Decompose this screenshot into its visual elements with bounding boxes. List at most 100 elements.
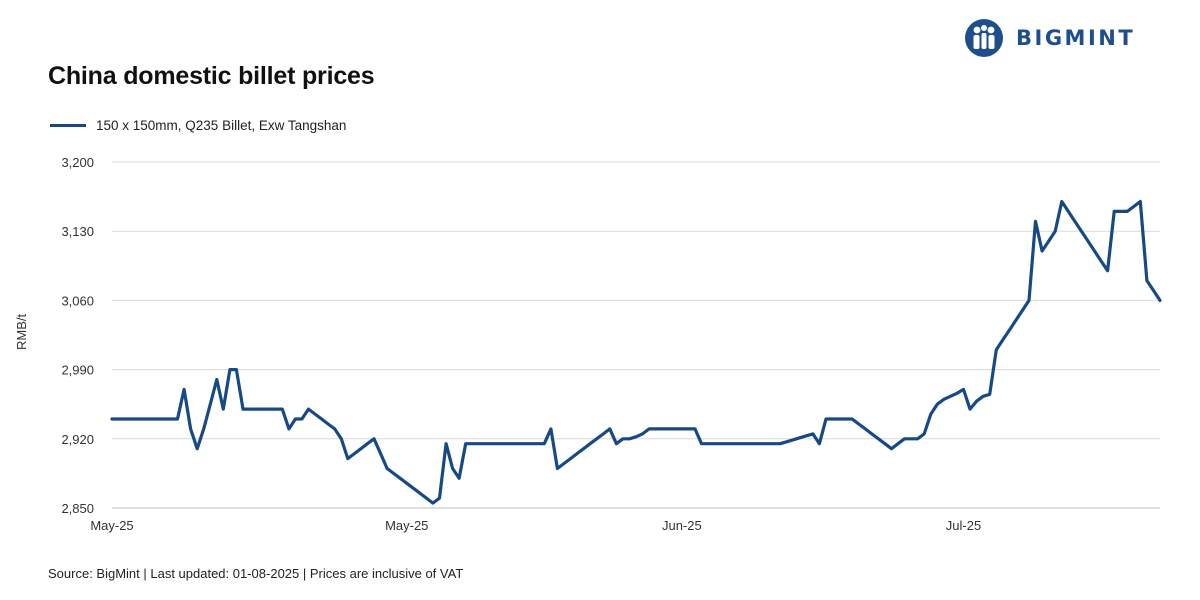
data-point: [805, 435, 807, 437]
data-point: [1021, 309, 1023, 311]
data-point: [288, 428, 290, 430]
data-point: [471, 443, 473, 445]
data-point: [222, 408, 224, 410]
data-point: [779, 443, 781, 445]
data-point: [314, 413, 316, 415]
data-point: [261, 408, 263, 410]
data-point: [1054, 230, 1056, 232]
data-point: [700, 443, 702, 445]
data-point: [497, 443, 499, 445]
data-point: [491, 443, 493, 445]
bigmint-logo-icon: [965, 19, 1003, 57]
data-point: [602, 433, 604, 435]
x-tick-label: Jul-25: [946, 518, 981, 533]
data-point: [1106, 270, 1108, 272]
legend-label: 150 x 150mm, Q235 Billet, Exw Tangshan: [96, 118, 347, 133]
data-point: [569, 457, 571, 459]
data-point: [556, 467, 558, 469]
data-point: [799, 437, 801, 439]
data-point: [137, 418, 139, 420]
data-point: [851, 418, 853, 420]
data-point: [772, 443, 774, 445]
data-point: [916, 438, 918, 440]
data-point: [733, 443, 735, 445]
data-point: [294, 418, 296, 420]
y-tick-label: 3,130: [61, 224, 94, 239]
data-point: [975, 400, 977, 402]
x-tick-label: Jun-25: [662, 518, 702, 533]
data-point: [268, 408, 270, 410]
data-point: [196, 448, 198, 450]
data-point: [1159, 299, 1161, 301]
data-point: [1034, 220, 1036, 222]
data-point: [170, 418, 172, 420]
data-point: [943, 398, 945, 400]
data-point: [216, 378, 218, 380]
data-point: [1061, 200, 1063, 202]
data-point: [347, 457, 349, 459]
data-point: [340, 438, 342, 440]
data-point: [1113, 210, 1115, 212]
grid-lines: [112, 161, 1160, 509]
data-point: [465, 443, 467, 445]
data-point: [838, 418, 840, 420]
data-point: [203, 428, 205, 430]
source-note: Source: BigMint | Last updated: 01-08-20…: [48, 566, 464, 581]
data-point: [740, 443, 742, 445]
data-point: [392, 472, 394, 474]
data-point: [438, 497, 440, 499]
legend: 150 x 150mm, Q235 Billet, Exw Tangshan: [50, 118, 346, 133]
data-point: [412, 487, 414, 489]
bigmint-logo: BIGMINT: [964, 16, 1180, 60]
data-point: [661, 428, 663, 430]
data-point: [360, 448, 362, 450]
data-point: [746, 443, 748, 445]
data-point: [320, 418, 322, 420]
data-point: [229, 368, 231, 370]
data-point: [720, 443, 722, 445]
data-point: [628, 438, 630, 440]
data-point: [589, 443, 591, 445]
data-point: [1139, 200, 1141, 202]
legend-swatch: [50, 124, 86, 127]
data-point: [727, 443, 729, 445]
data-point: [923, 433, 925, 435]
data-point: [432, 502, 434, 504]
data-point: [596, 438, 598, 440]
data-point: [713, 443, 715, 445]
data-point: [1093, 250, 1095, 252]
data-point: [353, 452, 355, 454]
data-point: [176, 418, 178, 420]
data-point: [785, 441, 787, 443]
data-point: [530, 443, 532, 445]
data-point: [451, 467, 453, 469]
data-point: [707, 443, 709, 445]
data-point: [687, 428, 689, 430]
chart-title: China domestic billet prices: [48, 62, 375, 90]
data-point: [157, 418, 159, 420]
data-point: [327, 423, 329, 425]
data-point: [537, 443, 539, 445]
data-point: [301, 418, 303, 420]
data-point: [897, 443, 899, 445]
series-layer: [110, 199, 1162, 505]
data-point: [884, 443, 886, 445]
data-point: [694, 428, 696, 430]
data-point: [681, 428, 683, 430]
series-line-billet-price: [110, 199, 1162, 505]
data-point: [576, 452, 578, 454]
data-point: [523, 443, 525, 445]
data-point: [949, 395, 951, 397]
data-point: [1120, 210, 1122, 212]
data-point: [150, 418, 152, 420]
data-point: [117, 418, 119, 420]
data-point: [858, 423, 860, 425]
data-point: [373, 438, 375, 440]
data-point: [111, 418, 113, 420]
data-point: [890, 448, 892, 450]
data-point: [458, 477, 460, 479]
data-point: [615, 443, 617, 445]
data-point: [478, 443, 480, 445]
data-point: [969, 408, 971, 410]
data-point: [1002, 339, 1004, 341]
